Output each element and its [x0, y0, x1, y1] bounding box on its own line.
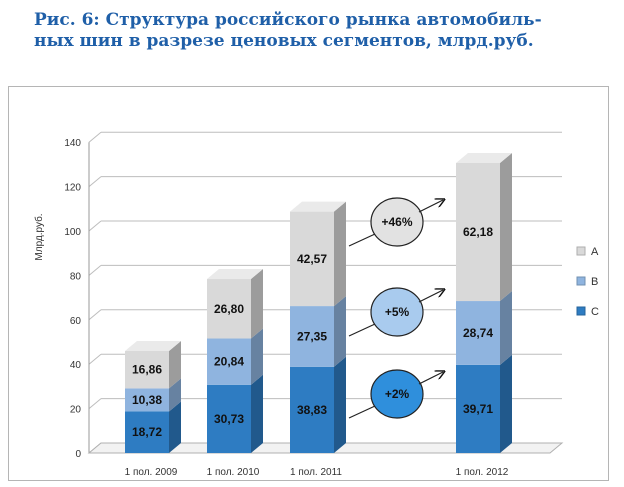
growth-bubble-C [370, 369, 424, 419]
bar-side-B-0 [169, 378, 181, 412]
bar-top-0 [125, 340, 181, 351]
gridline-140 [88, 131, 102, 143]
growth-label-B: +5% [385, 305, 410, 319]
gridline-100 [88, 220, 102, 232]
gridline-40 [88, 353, 102, 365]
data-label: 28,74 [463, 326, 493, 340]
bar-A-3 [456, 163, 500, 302]
growth-arrow-in-A [348, 233, 376, 247]
data-label: 10,38 [132, 393, 162, 407]
legend-swatch-B [576, 276, 586, 286]
x-tick-label: 1 пол. 2011 [290, 467, 342, 478]
growth-arrow-out-C [418, 372, 443, 385]
bar-B-0 [125, 388, 169, 412]
data-label: 62,18 [463, 225, 493, 239]
growth-label-A: +46% [381, 215, 412, 229]
bar-side-A-0 [169, 340, 181, 389]
y-tick-label: 100 [64, 227, 81, 238]
growth-arrow-out-B [418, 290, 443, 303]
bar-side-C-0 [169, 401, 181, 453]
legend-label-A: A [591, 246, 599, 258]
data-label: 42,57 [297, 252, 327, 266]
legend-swatch-C [576, 306, 586, 316]
growth-bubble-A [370, 197, 424, 247]
legend-swatch-A [576, 246, 586, 256]
bar-top-2 [290, 201, 346, 212]
legend-label-C: C [591, 306, 599, 318]
gridline-120 [88, 176, 102, 187]
chart-title-line-2: ных шин в разрезе ценовых сегментов, млр… [34, 31, 534, 51]
y-tick-label: 60 [70, 316, 82, 327]
bar-top-3 [456, 153, 512, 164]
bar-side-C-3 [500, 354, 512, 453]
bar-A-0 [125, 350, 169, 389]
legend-label-B: B [591, 276, 598, 288]
stacked-bar-chart: 0 20 40 60 80 100 120 140 Млрд.руб. 18,72 10,38 16,… [33, 131, 599, 478]
data-label: 18,72 [132, 425, 162, 439]
bar-side-A-3 [500, 153, 512, 302]
y-tick-label: 40 [70, 360, 82, 371]
y-tick-label: 20 [70, 405, 82, 416]
chart-frame: 0 20 40 60 80 100 120 140 Млрд.руб. 18,72 10,38 16,… [8, 86, 609, 481]
chart-title-line-1: Рис. 6: Структура российского рынка авто… [34, 10, 542, 30]
y-tick-label: 80 [70, 271, 82, 282]
y-tick-label: 0 [75, 449, 81, 460]
chart-title: Рис. 6: Структура российского рынка авто… [34, 10, 594, 52]
growth-arrow-in-C [348, 405, 376, 419]
gridline-80 [88, 265, 102, 276]
bar-A-1 [207, 279, 251, 339]
bar-C-2 [290, 366, 334, 453]
x-tick-label: 1 пол. 2010 [207, 467, 260, 478]
bar-side-C-2 [334, 356, 346, 453]
gridline-60 [88, 309, 102, 321]
data-label: 26,80 [214, 302, 244, 316]
bar-C-3 [456, 364, 500, 453]
bar-top-1 [207, 269, 263, 280]
bar-B-1 [207, 338, 251, 385]
bar-side-A-1 [251, 269, 263, 339]
data-label: 20,84 [214, 355, 244, 369]
bar-A-2 [290, 211, 334, 307]
data-label: 30,73 [214, 412, 244, 426]
data-label: 39,71 [463, 402, 493, 416]
bar-side-A-2 [334, 201, 346, 307]
data-label: 27,35 [297, 329, 327, 343]
gridline-20 [88, 398, 102, 409]
bar-B-2 [290, 306, 334, 367]
y-axis-title: Млрд.руб. [33, 213, 45, 260]
data-label: 38,83 [297, 403, 327, 417]
growth-bubble-B [370, 287, 424, 337]
bar-C-1 [207, 384, 251, 453]
bar-side-C-1 [251, 374, 263, 453]
growth-label-C: +2% [385, 387, 410, 401]
growth-arrow-in-B [348, 323, 376, 337]
bar-side-B-3 [500, 291, 512, 365]
bar-side-B-2 [334, 296, 346, 367]
bar-C-0 [125, 411, 169, 453]
bar-side-B-1 [251, 328, 263, 385]
data-label: 16,86 [132, 363, 162, 377]
bar-B-3 [456, 301, 500, 365]
y-tick-label: 140 [64, 138, 81, 149]
x-tick-label: 1 пол. 2009 [125, 467, 178, 478]
growth-arrow-out-A [418, 200, 443, 213]
y-tick-label: 120 [64, 183, 81, 194]
x-tick-label: 1 пол. 2012 [456, 467, 509, 478]
